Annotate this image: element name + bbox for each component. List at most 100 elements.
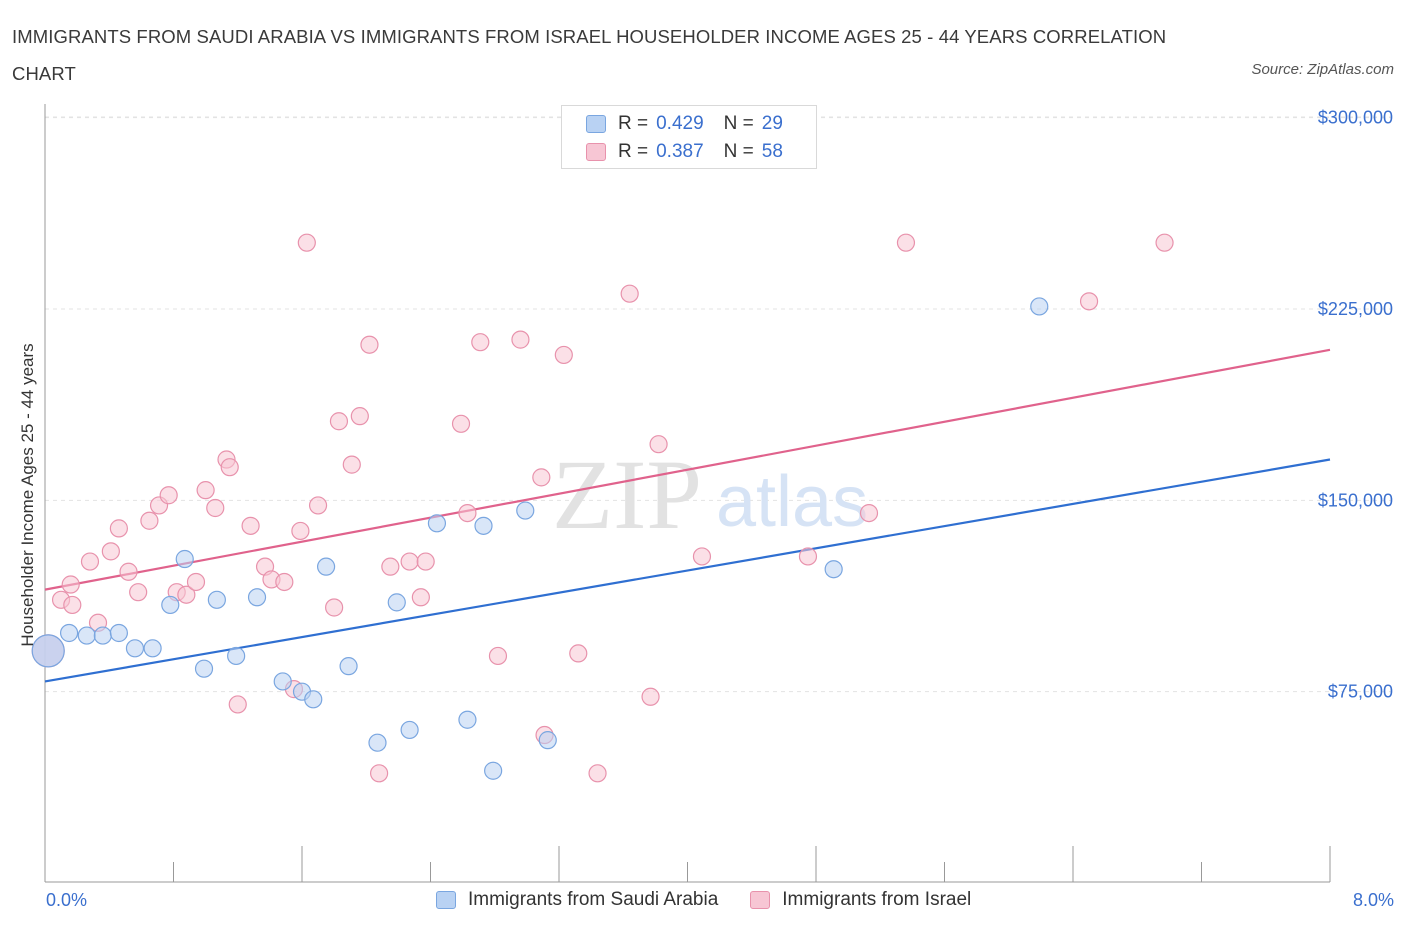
point-israel	[275, 572, 294, 592]
point-saudi-arabia	[194, 659, 214, 678]
point-israel	[206, 498, 225, 518]
point-saudi-arabia	[316, 557, 336, 576]
point-saudi-arabia	[59, 623, 79, 643]
point-saudi-arabia	[207, 590, 226, 609]
watermark-zip: ZIP	[552, 439, 702, 550]
saudi-arabia-swatch	[436, 891, 456, 909]
legend-label: Immigrants from Saudi Arabia	[468, 889, 719, 910]
axes	[44, 104, 1331, 883]
point-saudi-arabia	[304, 690, 323, 709]
point-israel	[63, 595, 82, 615]
point-israel	[61, 575, 80, 594]
y-tick-label: $300,000	[1318, 108, 1393, 128]
point-israel	[588, 764, 607, 783]
source-label: Source: ZipAtlas.com	[1251, 61, 1394, 78]
point-israel	[129, 583, 148, 602]
israel-swatch	[586, 143, 606, 161]
grid-lines	[45, 116, 1392, 693]
point-israel	[381, 557, 400, 576]
point-israel	[458, 503, 477, 523]
point-israel	[101, 542, 120, 561]
watermark-atlas: atlas	[716, 462, 868, 542]
point-israel	[342, 455, 361, 474]
point-israel	[451, 414, 471, 433]
point-israel	[370, 764, 389, 783]
saudi-arabia-swatch	[586, 115, 606, 133]
y-tick-labels: $75,000 $150,000 $225,000 $300,000	[1318, 108, 1393, 702]
point-israel	[1155, 233, 1174, 252]
point-israel	[511, 330, 530, 349]
point-israel	[325, 598, 344, 617]
trend-lines	[44, 348, 1331, 683]
point-saudi-arabia	[143, 639, 162, 658]
point-israel	[859, 503, 879, 523]
point-israel	[119, 562, 138, 581]
point-saudi-arabia	[824, 560, 843, 579]
point-saudi-arabia	[538, 731, 557, 750]
point-israel	[228, 695, 247, 714]
point-israel	[109, 519, 128, 538]
point-israel	[400, 552, 419, 571]
point-saudi-arabia	[368, 733, 387, 752]
point-israel	[140, 511, 159, 530]
r-label: R =	[618, 141, 649, 162]
point-israel	[297, 233, 316, 252]
point-israel	[329, 412, 349, 431]
n-value: 29	[761, 113, 783, 134]
point-saudi-arabia	[247, 588, 267, 607]
point-israel	[649, 435, 668, 454]
point-israel	[241, 516, 260, 535]
x-axis-min-label: 0.0%	[46, 890, 88, 910]
y-axis-label: Householder Income Ages 25 - 44 years	[18, 343, 37, 647]
point-saudi-arabia	[31, 634, 65, 668]
data-points	[31, 233, 1174, 783]
y-tick-label: $150,000	[1318, 490, 1393, 510]
y-tick-label: $225,000	[1318, 299, 1393, 319]
point-israel	[186, 572, 206, 592]
point-saudi-arabia	[227, 646, 246, 666]
point-israel	[471, 333, 490, 352]
x-axis-max-label: 8.0%	[1352, 890, 1394, 910]
legend-item-israel[interactable]: Immigrants from Israel	[750, 889, 971, 911]
point-israel	[177, 585, 196, 604]
n-label: N =	[723, 113, 754, 134]
n-value: 58	[761, 141, 783, 162]
point-israel	[291, 521, 310, 541]
stats-legend: R = 0.429 N = 29 R = 0.387 N = 58	[561, 105, 817, 169]
point-saudi-arabia	[339, 657, 358, 676]
legend-item-saudi-arabia[interactable]: Immigrants from Saudi Arabia	[436, 889, 718, 911]
point-israel	[308, 496, 328, 515]
series-legend: Immigrants from Saudi Arabia Immigrants …	[436, 889, 1003, 911]
point-saudi-arabia	[93, 626, 112, 645]
point-israel	[360, 335, 379, 354]
r-label: R =	[618, 113, 649, 134]
point-israel	[896, 233, 916, 252]
point-saudi-arabia	[1030, 297, 1049, 316]
point-saudi-arabia	[175, 549, 194, 569]
trend-line-israel	[44, 348, 1331, 591]
chart-title: IMMIGRANTS FROM SAUDI ARABIA VS IMMIGRAN…	[12, 26, 1167, 84]
legend-label: Immigrants from Israel	[782, 889, 972, 910]
n-label: N =	[723, 141, 754, 162]
israel-swatch	[750, 891, 771, 909]
point-israel	[411, 588, 430, 607]
point-saudi-arabia	[474, 516, 493, 535]
point-saudi-arabia	[458, 710, 477, 729]
y-tick-label: $75,000	[1328, 682, 1393, 702]
trend-line-saudi-arabia	[44, 458, 1331, 683]
point-saudi-arabia	[273, 672, 292, 691]
point-israel	[159, 486, 178, 505]
point-saudi-arabia	[77, 626, 96, 645]
point-saudi-arabia	[387, 593, 406, 612]
point-israel	[416, 552, 435, 571]
point-saudi-arabia	[427, 514, 447, 533]
point-saudi-arabia	[484, 761, 503, 780]
point-saudi-arabia	[516, 501, 535, 520]
point-saudi-arabia	[109, 623, 128, 643]
point-saudi-arabia	[125, 639, 145, 658]
point-israel	[692, 547, 712, 566]
point-israel	[798, 547, 818, 566]
stats-row-israel: R = 0.387 N = 58	[586, 140, 783, 164]
point-israel	[196, 481, 215, 500]
